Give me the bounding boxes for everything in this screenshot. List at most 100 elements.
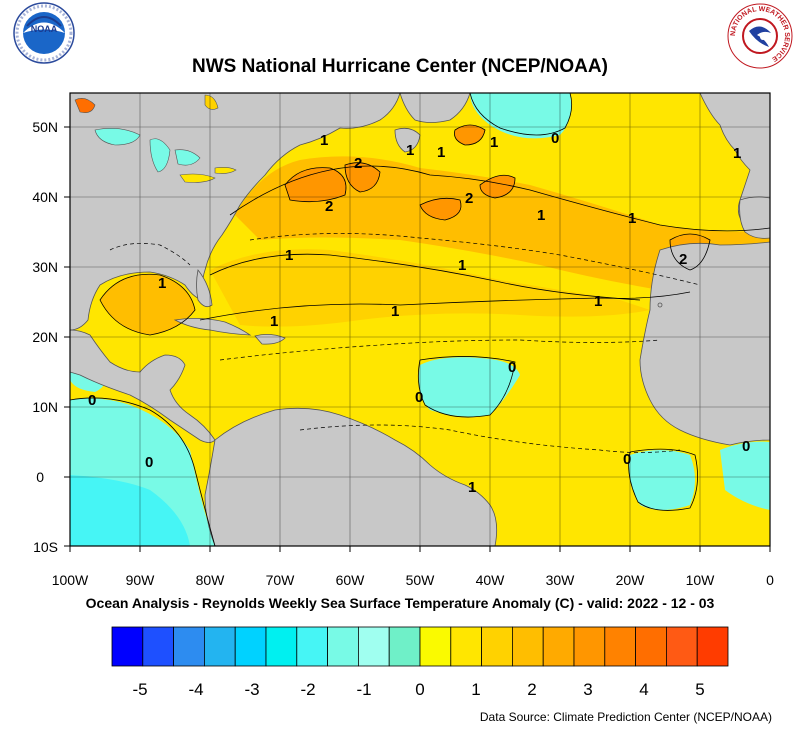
- land-florida: [196, 269, 213, 308]
- colorbar-swatch: [296, 626, 328, 667]
- colorbar-swatch: [419, 626, 452, 667]
- data-source: Data Source: Climate Prediction Center (…: [479, 710, 772, 724]
- page-title: NWS National Hurricane Center (NCEP/NOAA…: [192, 56, 608, 77]
- lat-tick-label: 40N: [32, 189, 58, 205]
- land-labrador: [399, 93, 471, 123]
- colorbar-swatch: [234, 626, 267, 667]
- colorbar-swatch: [265, 626, 298, 667]
- colorbar-swatch: [542, 626, 575, 667]
- colorbar-label: 0: [415, 680, 424, 699]
- map-caption: Ocean Analysis - Reynolds Weekly Sea Sur…: [85, 595, 715, 611]
- land-central-america: [70, 329, 216, 443]
- contour-label: 1: [406, 142, 414, 159]
- land-africa: [639, 241, 770, 446]
- colorbar: [111, 626, 729, 667]
- lon-tick-labels: 100W 90W 80W 70W 60W 50W 40W 30W 20W 10W…: [52, 572, 774, 588]
- colorbar-swatch: [450, 626, 482, 667]
- contour-label: 0: [145, 454, 153, 471]
- anomaly-region-subtropics: [210, 249, 650, 327]
- lon-tick-label: 70W: [266, 572, 296, 588]
- colorbar-labels: -5 -4 -3 -2 -1 0 1 2 3 4 5: [132, 680, 704, 699]
- contour-label: 0: [508, 359, 516, 376]
- colorbar-swatch: [481, 626, 513, 667]
- lat-tick-label: 0: [36, 469, 44, 485]
- colorbar-label: 4: [639, 680, 648, 699]
- colorbar-label: -4: [188, 680, 203, 699]
- colorbar-swatch: [357, 626, 390, 667]
- contour-label: 0: [623, 451, 631, 468]
- contour-label: 1: [391, 303, 399, 320]
- svg-text:NOAA: NOAA: [31, 24, 58, 34]
- lat-tick-label: 20N: [32, 329, 58, 345]
- anomaly-region-hot-core-4: [480, 175, 515, 198]
- contour-label: 0: [415, 389, 423, 406]
- anomaly-region-hot-core-2: [345, 162, 380, 192]
- anomaly-region-cooler-pacific: [70, 475, 190, 546]
- colorbar-label: -2: [300, 680, 315, 699]
- contour-label: 1: [733, 145, 741, 162]
- colorbar-swatch: [604, 626, 636, 667]
- lat-tick-labels: 50N 40N 30N 20N 10N 0 10S: [32, 119, 58, 555]
- dashed-contour-lines: [109, 233, 701, 453]
- anomaly-region-cool-gulf-guinea: [628, 450, 695, 510]
- anomaly-region-hot-core-3: [420, 198, 461, 220]
- anomaly-region-cool-east: [720, 441, 770, 510]
- contour-label: 1: [158, 275, 166, 292]
- colorbar-swatch: [666, 626, 698, 667]
- contour-label: 1: [537, 207, 545, 224]
- colorbar-swatch: [635, 626, 667, 667]
- lon-tick-label: 60W: [336, 572, 366, 588]
- noaa-logo: NOAA: [13, 2, 75, 64]
- colorbar-label: 3: [583, 680, 592, 699]
- colorbar-swatch: [173, 626, 205, 667]
- anomaly-region-warm-band: [235, 156, 770, 295]
- colorbar-label: 2: [527, 680, 536, 699]
- colorbar-swatch: [512, 626, 544, 667]
- colorbar-swatch: [203, 626, 236, 667]
- contour-label: 2: [679, 251, 687, 268]
- colorbar-swatch: [573, 626, 606, 667]
- contour-label: 1: [320, 132, 328, 149]
- contour-label: 0: [551, 130, 559, 147]
- contour-label: 0: [88, 392, 96, 409]
- lon-tick-label: 90W: [126, 572, 156, 588]
- land-newfoundland: [394, 127, 421, 153]
- contour-label: 1: [270, 313, 278, 330]
- contour-label: 1: [594, 293, 602, 310]
- lat-tick-label: 30N: [32, 259, 58, 275]
- colorbar-label: 1: [471, 680, 480, 699]
- land-cuba: [173, 318, 252, 336]
- lat-tick-label: 50N: [32, 119, 58, 135]
- lon-tick-label: 10W: [686, 572, 716, 588]
- contour-label: 1: [468, 479, 476, 496]
- great-lakes: [74, 94, 237, 183]
- anomaly-region-hot-core-1: [285, 167, 346, 202]
- contour-label: 2: [325, 198, 333, 215]
- national-weather-service-logo: NATIONAL WEATHER SERVICE: [727, 3, 793, 69]
- lon-tick-label: 100W: [52, 572, 89, 588]
- colorbar-swatch: [388, 626, 421, 667]
- lon-tick-label: 80W: [196, 572, 226, 588]
- anomaly-region-gulf: [100, 274, 195, 335]
- anomaly-region-cool-tropical: [418, 357, 520, 417]
- grid-lines: [70, 93, 770, 546]
- colorbar-swatch: [142, 626, 175, 667]
- colorbar-label: -1: [356, 680, 371, 699]
- lat-tick-label: 10N: [32, 399, 58, 415]
- colorbar-swatch: [111, 626, 144, 667]
- lon-tick-label: 20W: [616, 572, 646, 588]
- contour-label: 1: [285, 247, 293, 264]
- contour-label: 1: [628, 210, 636, 227]
- contour-label: 2: [354, 155, 362, 172]
- lon-tick-label: 40W: [476, 572, 506, 588]
- contour-label: 0: [742, 438, 750, 455]
- lon-tick-label: 30W: [546, 572, 576, 588]
- lon-tick-label: 50W: [406, 572, 436, 588]
- contour-label: 1: [437, 144, 445, 161]
- contour-label: 1: [458, 257, 466, 274]
- colorbar-label: -3: [244, 680, 259, 699]
- colorbar-label: -5: [132, 680, 147, 699]
- lon-tick-label: 0: [766, 572, 774, 588]
- colorbar-label: 5: [695, 680, 704, 699]
